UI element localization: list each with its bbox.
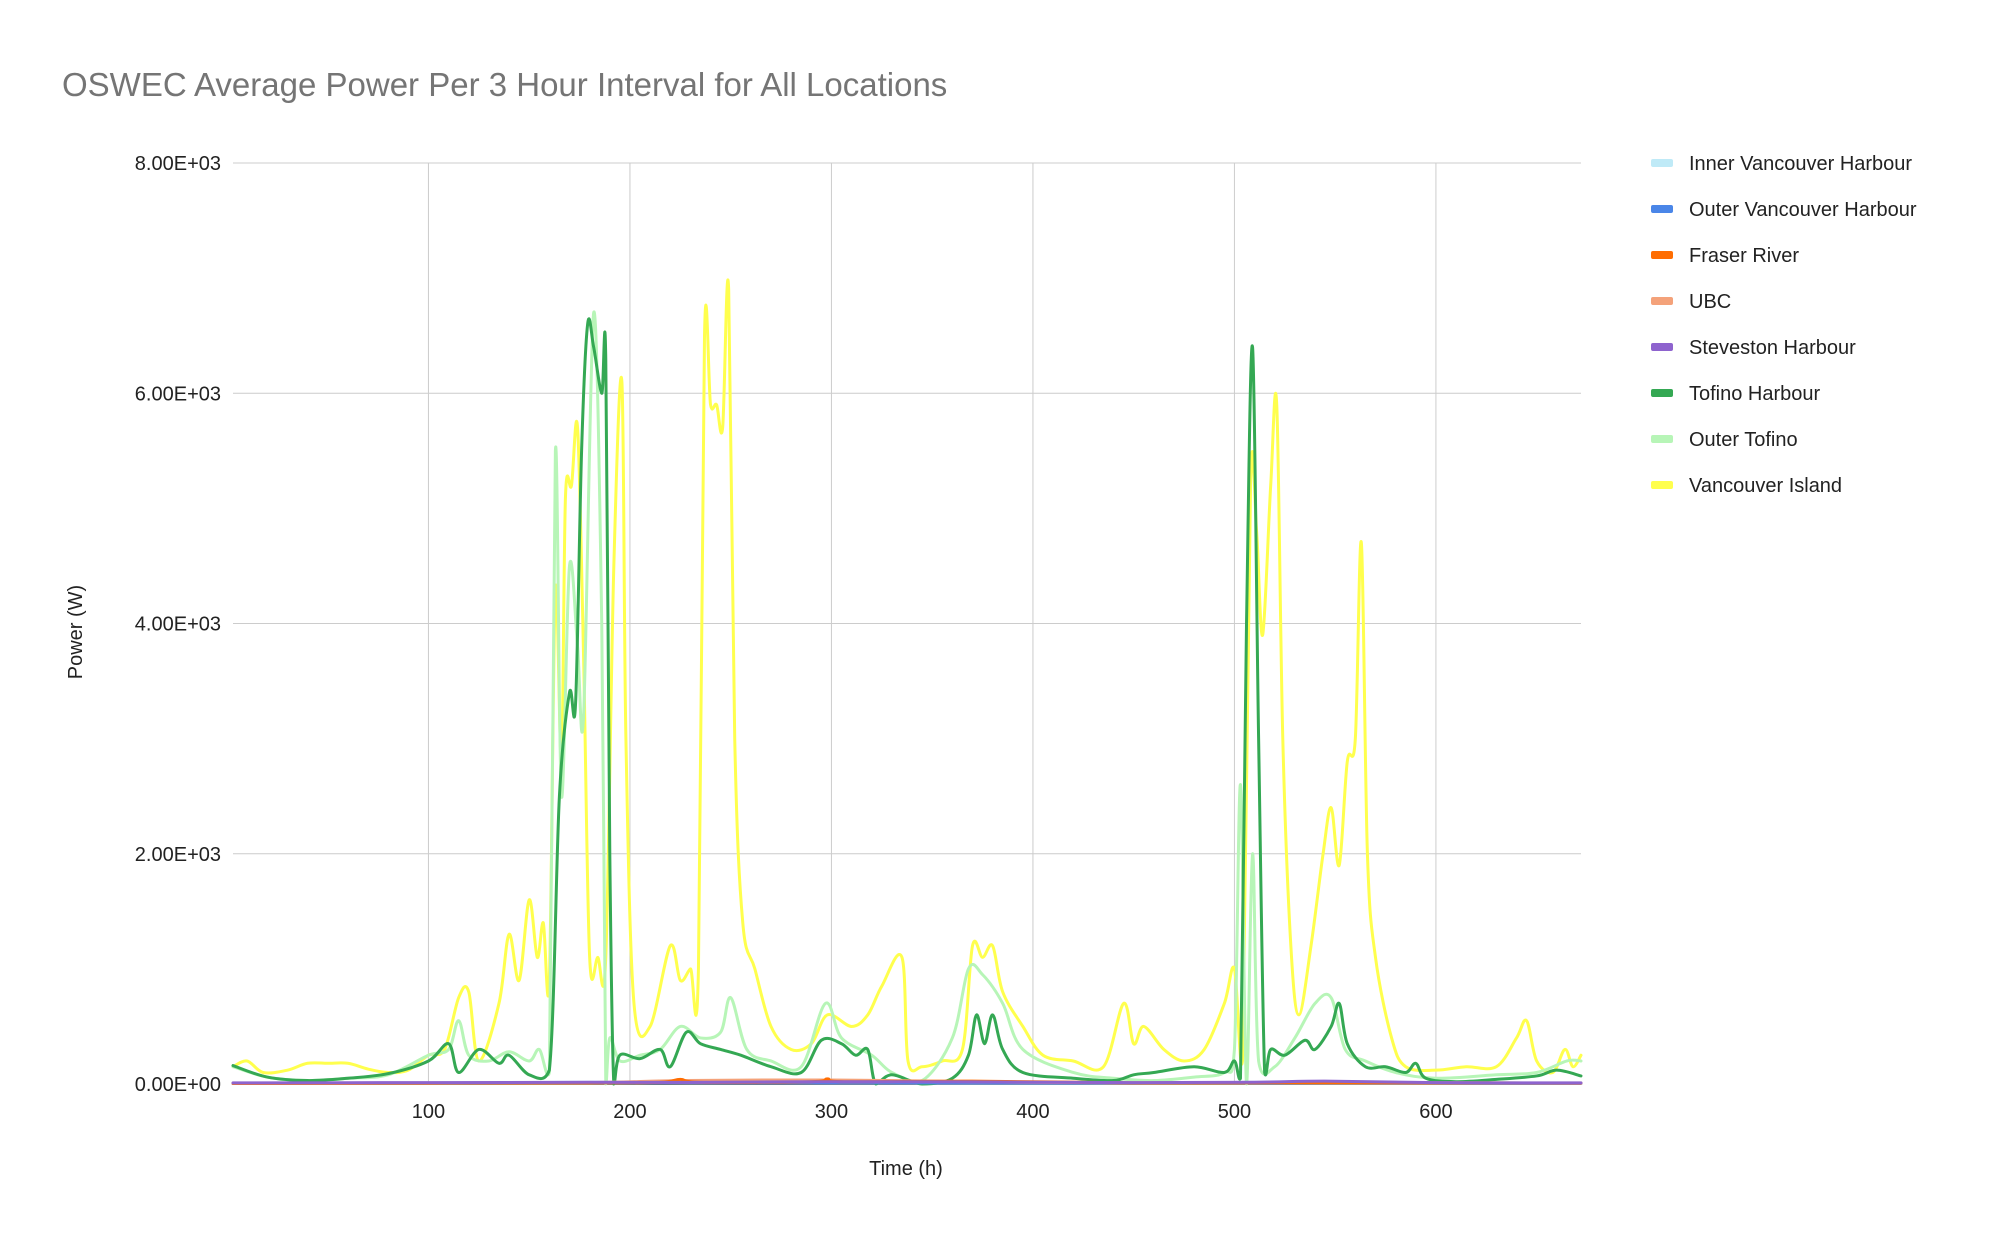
x-tick-label: 400 xyxy=(1016,1101,1049,1123)
legend-label-fraser-river: Fraser River xyxy=(1689,245,1799,267)
legend-swatch-fraser-river xyxy=(1651,251,1673,259)
legend-label-outer-vancouver-harbour: Outer Vancouver Harbour xyxy=(1689,199,1917,221)
x-tick-label: 200 xyxy=(613,1101,646,1123)
legend-label-vancouver-island: Vancouver Island xyxy=(1689,475,1842,497)
x-axis-ticks: 100 200 300 400 500 600 xyxy=(412,1101,1453,1123)
chart-title: OSWEC Average Power Per 3 Hour Interval … xyxy=(62,66,947,103)
legend-swatch-ubc xyxy=(1651,297,1673,305)
legend-swatch-outer-tofino xyxy=(1651,435,1673,443)
x-tick-label: 600 xyxy=(1419,1101,1452,1123)
y-axis-title: Power (W) xyxy=(65,585,87,679)
series-line-steveston-harbour xyxy=(231,1079,1583,1085)
legend-swatch-vancouver-island xyxy=(1651,481,1673,489)
y-tick-label: 2.00E+03 xyxy=(135,844,221,866)
series-lines xyxy=(231,278,1583,1086)
legend-label-ubc: UBC xyxy=(1689,291,1731,313)
y-tick-label: 0.00E+00 xyxy=(135,1074,221,1096)
legend-label-tofino-harbour: Tofino Harbour xyxy=(1689,383,1821,405)
x-axis-title: Time (h) xyxy=(869,1158,943,1180)
legend-label-inner-vancouver-harbour: Inner Vancouver Harbour xyxy=(1689,153,1912,175)
legend-swatch-outer-vancouver-harbour xyxy=(1651,205,1673,213)
y-tick-label: 4.00E+03 xyxy=(135,614,221,636)
y-axis-ticks: 0.00E+00 2.00E+03 4.00E+03 6.00E+03 8.00E+03 xyxy=(135,153,221,1096)
legend-label-outer-tofino: Outer Tofino xyxy=(1689,429,1798,451)
x-tick-label: 300 xyxy=(815,1101,848,1123)
legend: Inner Vancouver Harbour Outer Vancouver H… xyxy=(1651,153,1917,497)
x-tick-label: 500 xyxy=(1218,1101,1251,1123)
legend-label-steveston-harbour: Steveston Harbour xyxy=(1689,337,1856,359)
x-tick-label: 100 xyxy=(412,1101,445,1123)
legend-swatch-tofino-harbour xyxy=(1651,389,1673,397)
y-tick-label: 8.00E+03 xyxy=(135,153,221,175)
y-tick-label: 6.00E+03 xyxy=(135,383,221,405)
legend-swatch-inner-vancouver-harbour xyxy=(1651,159,1673,167)
legend-swatch-steveston-harbour xyxy=(1651,343,1673,351)
